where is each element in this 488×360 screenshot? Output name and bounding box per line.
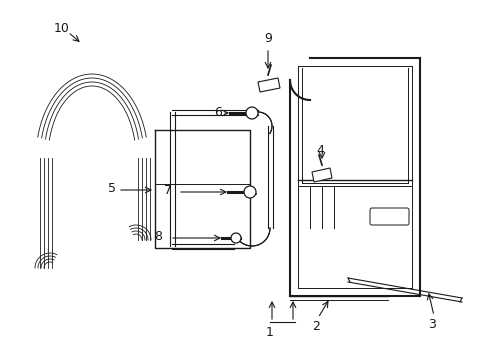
Polygon shape	[311, 168, 331, 182]
Text: 2: 2	[311, 320, 319, 333]
Text: 7: 7	[163, 184, 172, 197]
Text: 5: 5	[108, 181, 116, 194]
Text: 8: 8	[154, 230, 162, 243]
Text: 10: 10	[54, 22, 70, 35]
Text: 3: 3	[427, 318, 435, 330]
Circle shape	[230, 233, 241, 243]
Text: 9: 9	[264, 31, 271, 45]
Circle shape	[244, 186, 256, 198]
Text: 1: 1	[265, 325, 273, 338]
Polygon shape	[258, 78, 280, 92]
Text: 6: 6	[214, 107, 222, 120]
Circle shape	[245, 107, 258, 119]
Text: 4: 4	[315, 144, 323, 157]
